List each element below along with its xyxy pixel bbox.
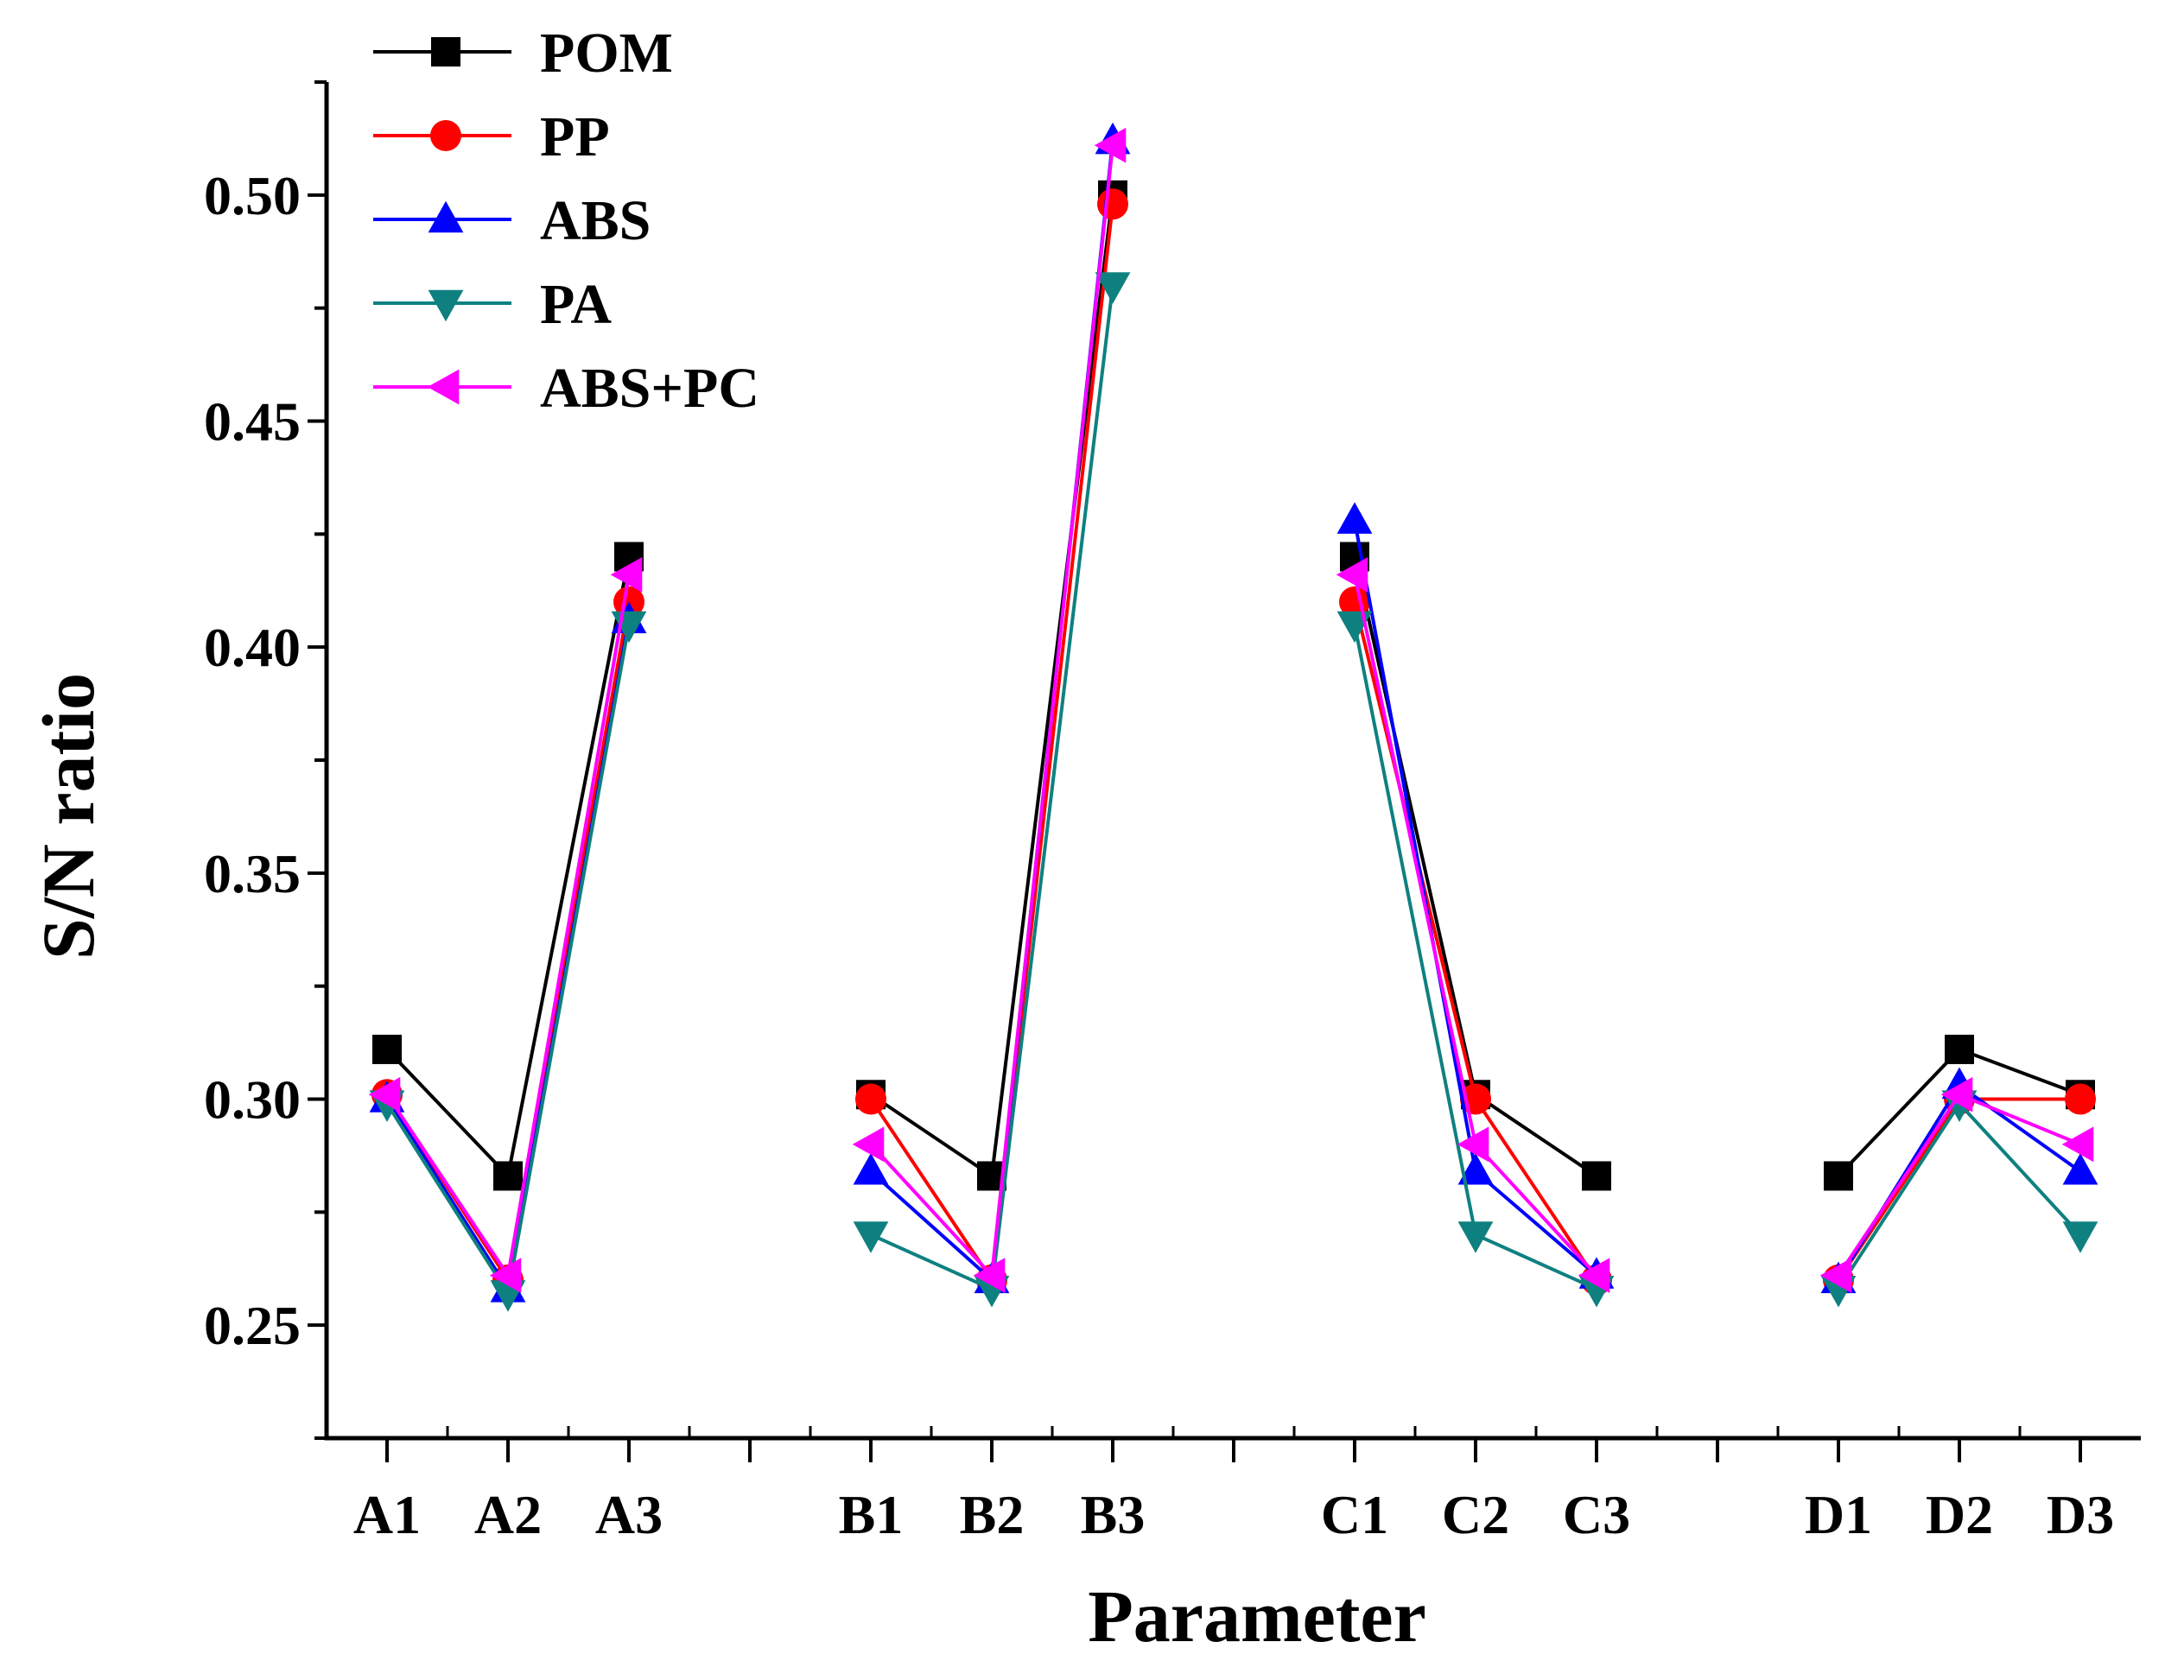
point-abs-pc-b3 (1094, 127, 1127, 163)
x-tick-label-b3: B3 (1081, 1484, 1146, 1545)
y-tick-label: 0.45 (204, 391, 301, 453)
series-line-pa (870, 285, 1114, 1292)
legend-marker-abs-pc (427, 369, 460, 405)
legend-item-pp: PP (373, 105, 610, 168)
point-abs-pc-b2 (973, 1258, 1006, 1293)
legend-marker-pa (428, 289, 464, 322)
series-line-pp (1837, 1097, 2080, 1281)
legend: POM PP ABS PA ABS+PC (373, 22, 759, 420)
y-tick-label: 0.40 (204, 617, 301, 678)
series-layer (368, 122, 2098, 1312)
series-line-abs (869, 140, 1114, 1284)
point-pa-c2 (1457, 1221, 1494, 1253)
x-tick-label-b1: B1 (839, 1484, 904, 1545)
x-tick-label-a2: A2 (474, 1484, 542, 1545)
point-abs-pc-d2 (1940, 1076, 1973, 1113)
point-pa-b3 (1095, 272, 1131, 304)
legend-item-abs: ABS (373, 189, 651, 252)
point-abs-pc-a2 (489, 1258, 522, 1293)
series-line-abs-pc (869, 145, 1114, 1280)
point-abs-c2 (1457, 1152, 1494, 1185)
legend-label: PP (540, 105, 610, 168)
point-abs-pc-d3 (2061, 1126, 2094, 1163)
point-abs-pc-b1 (852, 1126, 885, 1163)
point-abs-pc-c3 (1578, 1258, 1610, 1293)
legend-item-pa: PA (373, 273, 612, 336)
point-pp-d3 (2065, 1083, 2096, 1115)
point-abs-pc-c2 (1457, 1126, 1489, 1163)
series-line-pa (385, 624, 631, 1298)
point-abs-pc-c1 (1336, 557, 1368, 593)
series-line-pom (385, 556, 631, 1180)
y-tick-label: 0.50 (204, 165, 301, 226)
y-tick-label: 0.25 (204, 1295, 301, 1356)
point-pom-c3 (1582, 1161, 1611, 1191)
legend-label: ABS+PC (540, 357, 759, 420)
x-tick-label-c2: C2 (1442, 1484, 1509, 1545)
point-abs-pc-a3 (610, 557, 643, 593)
series-abs (369, 122, 2098, 1303)
point-abs-c1 (1336, 502, 1373, 534)
x-tick-label-c1: C1 (1321, 1484, 1388, 1545)
series-abs-pc (368, 127, 2094, 1293)
series-line-pa (1837, 1100, 2082, 1290)
y-axis-title: S/N ratio (27, 673, 110, 960)
legend-item-pom: POM (373, 22, 673, 85)
point-abs-pc-d1 (1819, 1258, 1852, 1293)
legend-marker-abs (428, 200, 464, 233)
legend-label: PA (540, 273, 612, 336)
point-pom-a2 (493, 1161, 523, 1191)
legend-label: ABS (540, 189, 651, 252)
x-tick-label-c3: C3 (1563, 1484, 1630, 1545)
point-pom-d2 (1945, 1034, 1974, 1064)
legend-marker-pp (430, 120, 461, 151)
x-tick-label-d2: D2 (1926, 1484, 1993, 1545)
point-abs-pc-a1 (368, 1076, 401, 1113)
point-pa-b1 (853, 1221, 889, 1253)
point-abs-d3 (2062, 1152, 2098, 1185)
x-axis-title: Parameter (1088, 1575, 1426, 1658)
axes: 0.25 0.30 0.35 0.40 0.45 0.50 A1 A2 A3 B1 B2 B3 C1 C2… (204, 80, 2141, 1545)
y-tick-label: 0.35 (204, 843, 301, 904)
x-tick-label-d1: D1 (1805, 1484, 1872, 1545)
legend-marker-pom (431, 37, 460, 67)
point-pp-b3 (1097, 188, 1128, 220)
series-pa (369, 272, 2098, 1312)
x-tick-label-b2: B2 (960, 1484, 1025, 1545)
legend-label: POM (540, 22, 673, 85)
x-tick-label-d3: D3 (2047, 1484, 2114, 1545)
point-abs-b1 (853, 1152, 889, 1185)
point-pom-a1 (372, 1034, 402, 1064)
x-tick-label-a1: A1 (353, 1484, 421, 1545)
point-pom-d1 (1824, 1161, 1853, 1191)
series-line-pom (869, 194, 1114, 1179)
legend-item-abs-pc: ABS+PC (373, 357, 759, 420)
y-tick-label: 0.30 (204, 1069, 301, 1131)
point-pa-d3 (2062, 1221, 2098, 1253)
point-pp-b1 (855, 1083, 886, 1115)
series-pp (371, 188, 2096, 1296)
x-tick-label-a3: A3 (595, 1484, 663, 1545)
series-pom (372, 180, 2095, 1191)
